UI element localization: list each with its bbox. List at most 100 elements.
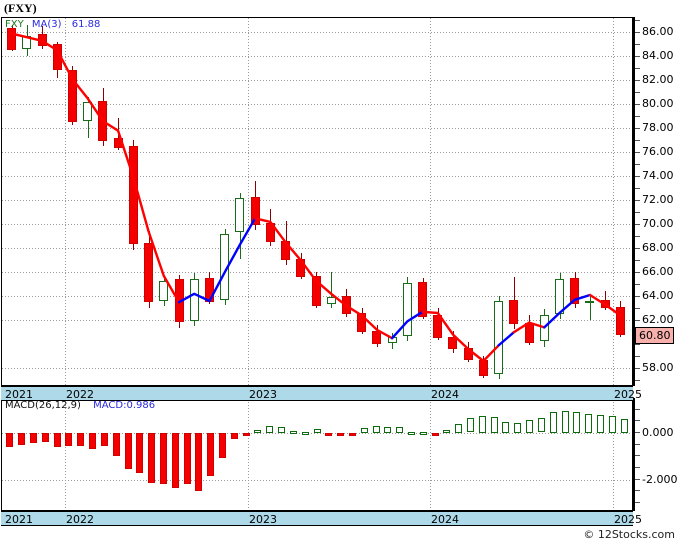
- candlestick[interactable]: [129, 146, 138, 244]
- macd-histogram-bar[interactable]: [42, 433, 49, 442]
- candlestick[interactable]: [159, 281, 168, 301]
- candlestick[interactable]: [68, 70, 77, 122]
- candlestick[interactable]: [312, 276, 321, 306]
- candlestick[interactable]: [38, 34, 47, 46]
- macd-histogram-bar[interactable]: [254, 430, 261, 433]
- candlestick[interactable]: [342, 296, 351, 314]
- macd-histogram-bar[interactable]: [432, 433, 439, 436]
- macd-histogram-bar[interactable]: [408, 432, 415, 435]
- macd-histogram-bar[interactable]: [18, 433, 25, 445]
- macd-histogram-bar[interactable]: [77, 433, 84, 446]
- macd-histogram-bar[interactable]: [243, 433, 250, 436]
- macd-histogram-bar[interactable]: [502, 422, 509, 433]
- macd-histogram-bar[interactable]: [6, 433, 13, 447]
- candlestick[interactable]: [53, 44, 62, 70]
- macd-histogram-bar[interactable]: [184, 433, 191, 484]
- candlestick[interactable]: [616, 307, 625, 335]
- candlestick[interactable]: [220, 234, 229, 300]
- price-chart-panel[interactable]: FXY MA(3) 61.88: [1, 17, 633, 386]
- macd-histogram-bar[interactable]: [337, 433, 344, 436]
- candlestick[interactable]: [357, 313, 366, 332]
- macd-histogram-bar[interactable]: [373, 426, 380, 433]
- macd-histogram-bar[interactable]: [420, 432, 427, 435]
- macd-histogram-bar[interactable]: [349, 433, 356, 436]
- macd-histogram-bar[interactable]: [195, 433, 202, 491]
- candlestick[interactable]: [403, 283, 412, 336]
- candlestick[interactable]: [83, 102, 92, 121]
- candlestick[interactable]: [327, 297, 336, 304]
- macd-histogram-bar[interactable]: [54, 433, 61, 447]
- macd-histogram-bar[interactable]: [597, 415, 604, 433]
- candlestick[interactable]: [266, 223, 275, 242]
- macd-histogram-bar[interactable]: [207, 433, 214, 476]
- candlestick[interactable]: [144, 243, 153, 302]
- macd-histogram-bar[interactable]: [467, 418, 474, 432]
- macd-histogram-bar[interactable]: [585, 414, 592, 433]
- macd-histogram-bar[interactable]: [384, 427, 391, 433]
- macd-histogram-bar[interactable]: [396, 427, 403, 433]
- macd-histogram-bar[interactable]: [302, 432, 309, 435]
- candlestick[interactable]: [22, 36, 31, 49]
- candlestick[interactable]: [235, 198, 244, 232]
- macd-histogram-bar[interactable]: [65, 433, 72, 446]
- candlestick[interactable]: [7, 28, 16, 50]
- macd-histogram-bar[interactable]: [136, 433, 143, 473]
- macd-histogram-bar[interactable]: [550, 412, 557, 433]
- candlestick[interactable]: [418, 282, 427, 317]
- candlestick[interactable]: [585, 301, 594, 303]
- macd-histogram-bar[interactable]: [621, 419, 628, 433]
- candlestick[interactable]: [296, 259, 305, 277]
- candlestick[interactable]: [433, 315, 442, 338]
- macd-histogram-bar[interactable]: [573, 412, 580, 433]
- macd-histogram-bar[interactable]: [455, 424, 462, 433]
- price-axis-label: 62.00: [642, 313, 674, 326]
- candlestick[interactable]: [464, 348, 473, 360]
- candlestick[interactable]: [175, 279, 184, 322]
- macd-histogram-bar[interactable]: [538, 418, 545, 432]
- candlestick[interactable]: [281, 241, 290, 260]
- macd-histogram-bar[interactable]: [290, 431, 297, 434]
- macd-histogram-bar[interactable]: [113, 433, 120, 456]
- candlestick[interactable]: [98, 101, 107, 141]
- candlestick[interactable]: [448, 337, 457, 349]
- candlestick[interactable]: [555, 279, 564, 314]
- macd-histogram-bar[interactable]: [101, 433, 108, 446]
- macd-histogram-bar[interactable]: [125, 433, 132, 469]
- macd-histogram-bar[interactable]: [172, 433, 179, 488]
- macd-histogram-bar[interactable]: [526, 420, 533, 433]
- candlestick[interactable]: [494, 301, 503, 374]
- macd-histogram-bar[interactable]: [514, 423, 521, 433]
- candlestick[interactable]: [251, 197, 260, 225]
- candlestick[interactable]: [114, 138, 123, 148]
- macd-histogram-bar[interactable]: [266, 426, 273, 433]
- candlestick[interactable]: [509, 300, 518, 324]
- macd-chart-panel[interactable]: MACD(26,12,9) MACD:0.986: [1, 398, 633, 511]
- macd-histogram-bar[interactable]: [325, 433, 332, 436]
- candlestick[interactable]: [540, 315, 549, 341]
- macd-histogram-bar[interactable]: [562, 411, 569, 433]
- macd-histogram-bar[interactable]: [443, 430, 450, 433]
- candlestick[interactable]: [205, 278, 214, 302]
- macd-gridline: [2, 433, 632, 434]
- macd-histogram-bar[interactable]: [148, 433, 155, 483]
- candlestick[interactable]: [388, 337, 397, 343]
- macd-histogram-bar[interactable]: [609, 416, 616, 433]
- candlestick[interactable]: [525, 323, 534, 343]
- candlestick[interactable]: [570, 278, 579, 304]
- candlestick[interactable]: [190, 279, 199, 321]
- macd-histogram-bar[interactable]: [160, 433, 167, 484]
- macd-histogram-bar[interactable]: [479, 416, 486, 433]
- candlestick[interactable]: [601, 300, 610, 308]
- macd-histogram-bar[interactable]: [491, 417, 498, 433]
- macd-histogram-bar[interactable]: [278, 427, 285, 433]
- price-axis-tick: [635, 272, 640, 273]
- macd-histogram-bar[interactable]: [30, 433, 37, 443]
- macd-histogram-bar[interactable]: [231, 433, 238, 439]
- macd-histogram-bar[interactable]: [89, 433, 96, 449]
- macd-histogram-bar[interactable]: [361, 428, 368, 433]
- macd-histogram-bar[interactable]: [219, 433, 226, 458]
- price-axis-tick: [635, 320, 640, 321]
- candlestick[interactable]: [479, 360, 488, 376]
- macd-histogram-bar[interactable]: [314, 429, 321, 433]
- candlestick[interactable]: [372, 331, 381, 344]
